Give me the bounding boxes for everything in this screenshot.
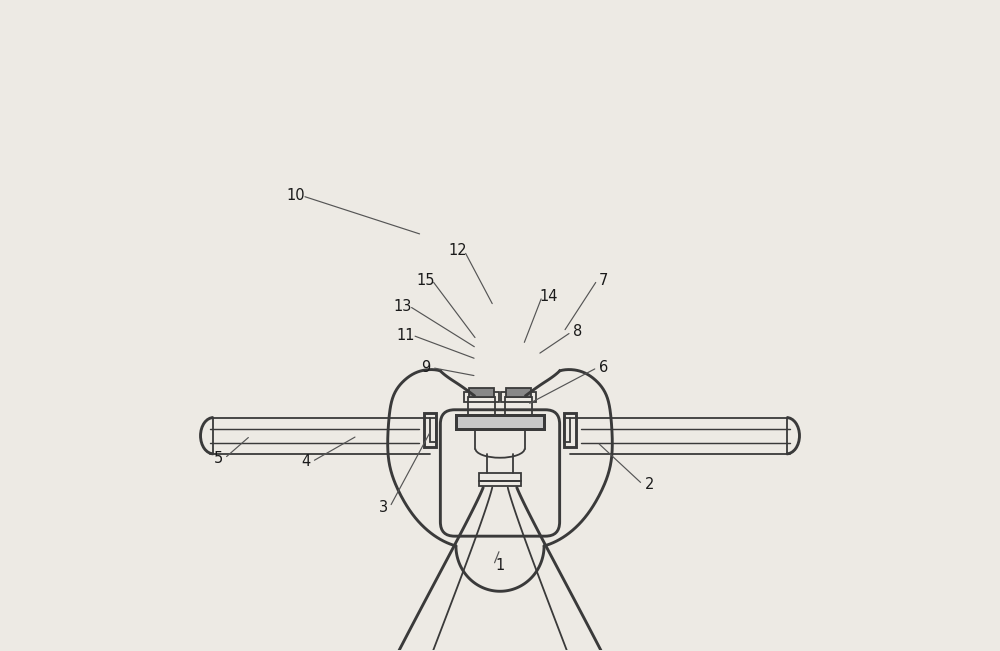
Text: 6: 6: [599, 360, 608, 375]
Bar: [469, 389, 494, 397]
Text: 8: 8: [573, 324, 582, 339]
Bar: [564, 413, 576, 447]
Text: 3: 3: [379, 499, 388, 514]
Bar: [468, 397, 495, 419]
Bar: [479, 473, 521, 481]
Text: 12: 12: [449, 243, 467, 258]
Bar: [501, 392, 536, 402]
Text: 5: 5: [213, 451, 223, 466]
Bar: [464, 392, 499, 402]
Text: 2: 2: [644, 477, 654, 492]
Bar: [479, 481, 521, 486]
Text: 9: 9: [421, 360, 430, 375]
Bar: [505, 397, 532, 419]
Bar: [506, 389, 531, 397]
Text: 1: 1: [495, 558, 505, 573]
Text: 7: 7: [599, 273, 608, 288]
Bar: [430, 417, 436, 442]
Bar: [456, 415, 544, 429]
Text: 10: 10: [286, 188, 305, 203]
Bar: [424, 413, 436, 447]
Text: 4: 4: [301, 454, 310, 469]
Bar: [456, 415, 544, 429]
Text: 11: 11: [397, 327, 415, 342]
Bar: [564, 417, 570, 442]
Text: 13: 13: [394, 299, 412, 314]
Text: 15: 15: [416, 273, 435, 288]
Text: 14: 14: [539, 289, 558, 304]
